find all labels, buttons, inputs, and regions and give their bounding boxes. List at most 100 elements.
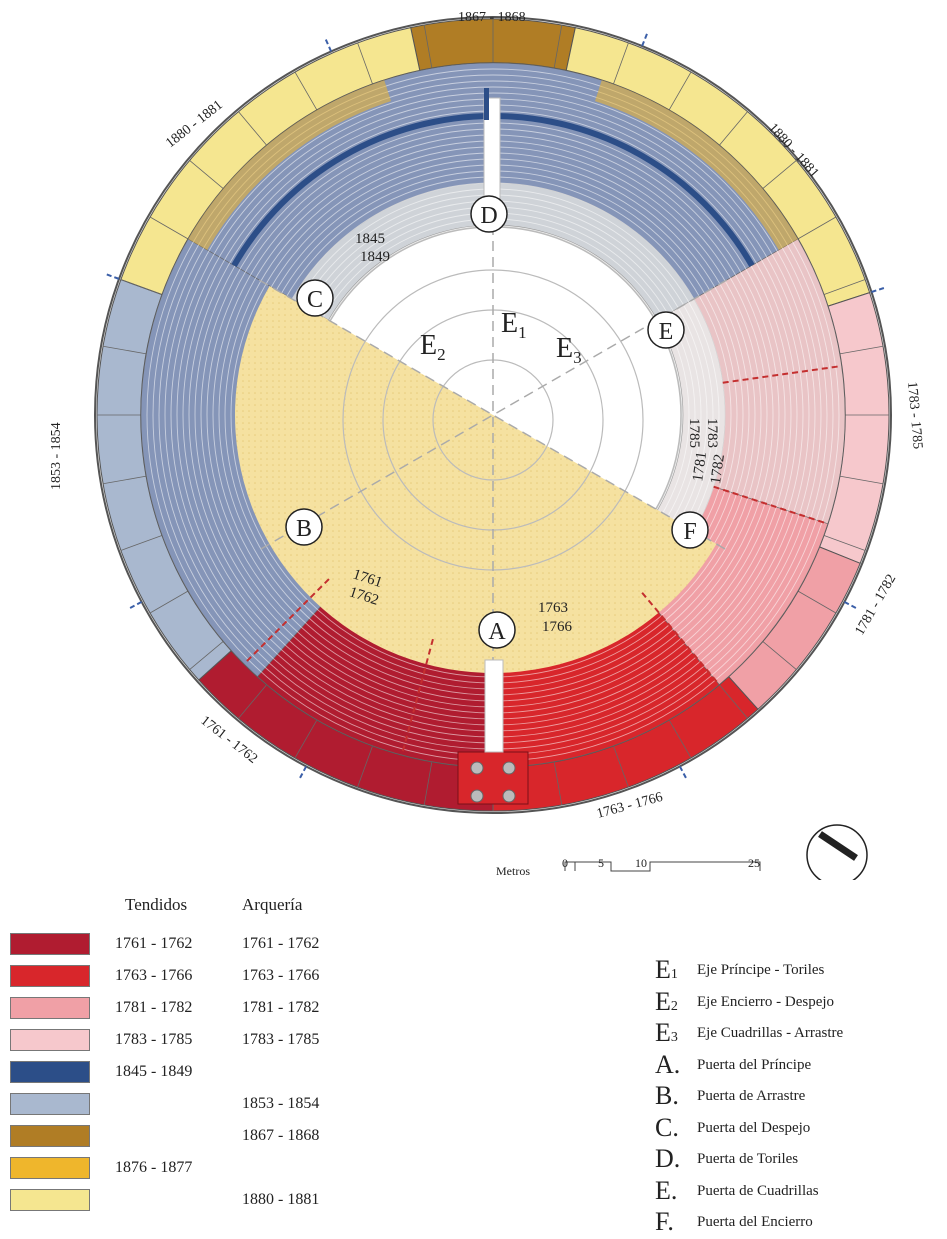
legend-arqueria-value: 1853 - 1854 [242, 1095, 320, 1112]
key-letter: A. [655, 1049, 681, 1079]
plaza-1761-1766-area [235, 286, 717, 674]
arqueria-bay-line [797, 590, 837, 614]
arqueria-bay-line [423, 761, 433, 806]
legend-arqueria-value: 1880 - 1881 [242, 1191, 320, 1208]
year-label-1783: 1783 [704, 418, 720, 448]
outer-division-mark [641, 30, 650, 47]
outer-division-mark [871, 286, 888, 293]
arqueria-bay-line [668, 71, 692, 111]
key-text: Puerta de Cuadrillas [697, 1182, 819, 1199]
legend-header-arqueria: Arquería [242, 895, 303, 914]
legend-swatch [10, 1061, 90, 1083]
key-row: C. Puerta del Despejo [655, 1113, 947, 1145]
key-row: F. Puerta del Encierro [655, 1207, 947, 1239]
arqueria-bay-line [238, 111, 268, 146]
key-row: E. Puerta de Cuadrillas [655, 1176, 947, 1208]
year-label-1763: 1763 [538, 600, 568, 616]
gate-a-label: A [488, 619, 506, 645]
arqueria-bay-line [238, 684, 268, 719]
ring-label-right-lower: 1781 - 1782 [852, 572, 899, 638]
arqueria-bay-line [823, 535, 866, 551]
division-mark [400, 638, 434, 756]
gate-e-label: E [659, 319, 674, 345]
scale-tick-5: 5 [598, 856, 604, 870]
legend-row: 1761 - 1762 1761 - 1762 [10, 931, 450, 961]
outer-division-mark [297, 765, 308, 782]
year-label-1785: 1785 [686, 418, 702, 448]
legend-swatch [10, 997, 90, 1019]
arqueria-bay-line [189, 160, 224, 190]
axis-e1-label: E1 [501, 308, 527, 342]
arqueria-bay-line [839, 475, 884, 485]
legend-tendidos-value: 1763 - 1766 [115, 967, 193, 984]
puerta-principe-block [457, 659, 529, 805]
legend-row: 1783 - 1785 1783 - 1785 [10, 1027, 450, 1057]
gate-e: E [647, 311, 685, 349]
key-text: Puerta del Encierro [697, 1214, 813, 1230]
scale-tick-10: 10 [635, 856, 647, 870]
key-row: B. Puerta de Arrastre [655, 1081, 947, 1113]
arqueria-ring [96, 18, 890, 812]
key-row: D. Puerta de Toriles [655, 1144, 947, 1176]
key-text: Puerta del Despejo [697, 1119, 811, 1136]
key-text: Eje Príncipe - Toriles [697, 962, 825, 978]
key-text: Puerta del Príncipe [697, 1056, 812, 1073]
arqueria-bay-line [823, 279, 866, 295]
axis-e3-label: E3 [556, 333, 582, 367]
gate-d-label: D [480, 203, 497, 229]
arqueria-bay-line [294, 71, 318, 111]
gate-d: D [470, 195, 508, 233]
arqueria-bay-line [553, 761, 563, 806]
key-text: Puerta de Toriles [697, 1151, 799, 1167]
gate-c-label: C [307, 287, 323, 313]
arqueria-bay-line [668, 719, 692, 759]
key-text: Eje Encierro - Despejo [697, 993, 835, 1010]
outer-division-mark [126, 600, 143, 611]
year-label-1782: 1782 [708, 453, 728, 485]
legend-tendidos-value: 1761 - 1762 [115, 935, 193, 952]
outer-division-mark [103, 272, 120, 280]
outer-division-mark [843, 600, 860, 611]
legend-swatch [10, 1189, 90, 1211]
key-letter: F. [655, 1207, 674, 1236]
accent-1876-left [188, 80, 392, 250]
legend-swatch [10, 965, 90, 987]
year-label-1766: 1766 [542, 619, 573, 635]
arqueria-bay-line [762, 160, 797, 190]
arqueria-bay-line [120, 535, 163, 551]
legend-swatch [10, 1125, 90, 1147]
legend-arqueria-value: 1761 - 1762 [242, 935, 320, 952]
division-mark [641, 592, 721, 686]
legend-arqueria-value: 1781 - 1782 [242, 999, 320, 1016]
scale-tick-25: 25 [748, 856, 760, 870]
key-letter: E3 [655, 1018, 678, 1047]
key-text: Puerta de Arrastre [697, 1088, 806, 1104]
arqueria-bay-line [357, 745, 373, 788]
key-row: E2 Eje Encierro - Despejo [655, 987, 947, 1019]
legend-swatch [10, 1157, 90, 1179]
arqueria-bay-line [839, 345, 884, 355]
arqueria-bay-line [613, 42, 629, 85]
gate-f-label: F [683, 519, 696, 545]
axis-e2-label: E2 [420, 330, 446, 364]
gate-b-label: B [296, 516, 312, 542]
year-label-1849: 1849 [360, 249, 390, 265]
legend-arqueria-value: 1783 - 1785 [242, 1031, 320, 1048]
legend-row: 1781 - 1782 1781 - 1782 [10, 995, 450, 1025]
arqueria-bay-line [797, 216, 837, 240]
ring-label-right-upper: 1783 - 1785 [904, 381, 925, 450]
puerta-toriles-blue-mark [484, 88, 489, 120]
bullring-plan: A B C D E F E1 E2 E3 1845 1849 1761 1762… [49, 10, 925, 880]
ring-label-left: 1853 - 1854 [49, 422, 64, 490]
key-letter: D. [655, 1144, 681, 1173]
division-mark [713, 485, 829, 525]
legend-tendidos-value: 1876 - 1877 [115, 1159, 193, 1176]
gate-c: C [296, 279, 334, 317]
legend-swatch [10, 933, 90, 955]
arqueria-bay-line [149, 216, 189, 240]
gate-b: B [285, 508, 323, 546]
gate-a: A [478, 611, 516, 649]
division-mark [243, 578, 330, 665]
outer-division-mark [323, 36, 333, 52]
key-letter: E. [655, 1175, 678, 1205]
